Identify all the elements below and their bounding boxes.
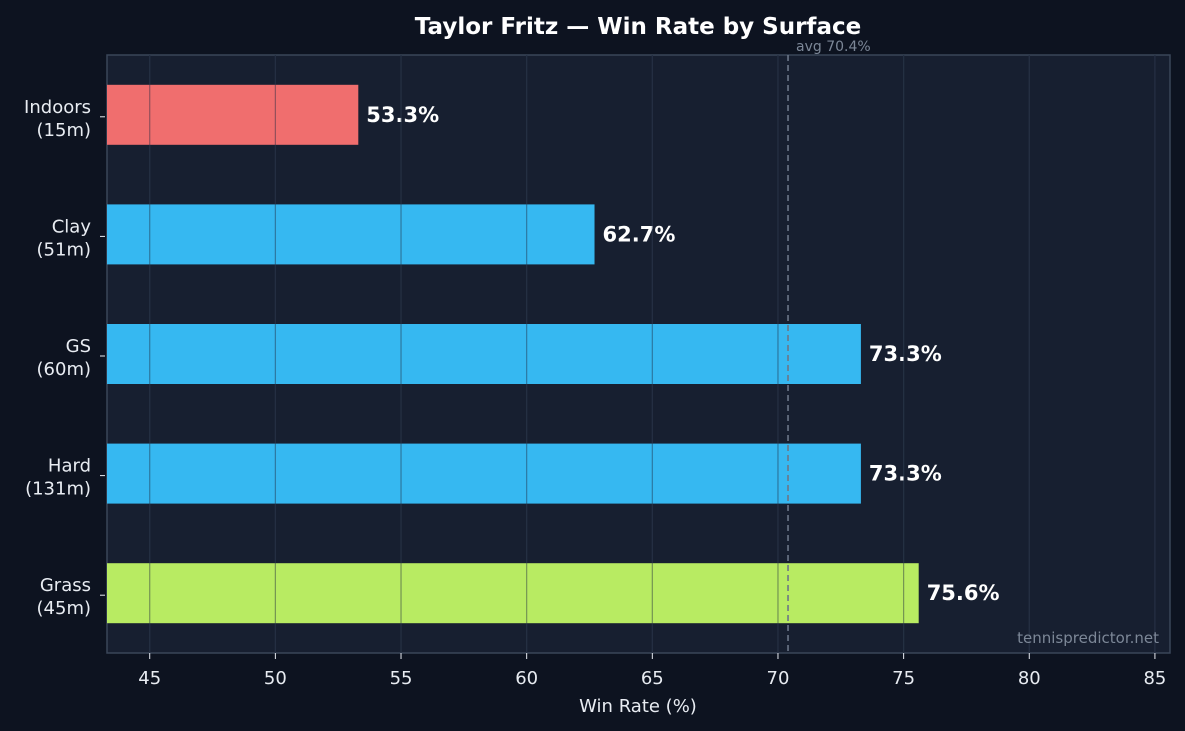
bar-value-label: 73.3% xyxy=(869,342,942,366)
y-tick-label-name: Indoors xyxy=(24,97,91,118)
y-tick-label-count: (131m) xyxy=(25,479,91,500)
bar-value-label: 75.6% xyxy=(927,581,1000,605)
y-axis-ticks: Indoors(15m) Clay(51m) GS(60m) Hard(131m) Gr… xyxy=(24,97,105,619)
bar-value-label: 62.7% xyxy=(603,222,676,246)
y-tick-label-name: Clay xyxy=(52,216,92,237)
x-tick-label: 55 xyxy=(390,668,413,689)
y-tick-label-count: (60m) xyxy=(37,359,91,380)
watermark: tennispredictor.net xyxy=(1017,629,1159,647)
bar-clay xyxy=(107,204,595,265)
bar-gs xyxy=(107,324,861,384)
x-tick-label: 70 xyxy=(767,668,790,689)
bar-grass xyxy=(107,563,919,624)
average-reference: avg 70.4% xyxy=(787,39,871,653)
x-axis-label: Win Rate (%) xyxy=(579,696,697,717)
bar-value-label: 73.3% xyxy=(869,462,942,486)
x-axis-ticks: 45 50 55 60 65 70 75 80 85 xyxy=(138,653,1166,689)
x-tick-label: 60 xyxy=(515,668,538,689)
x-tick-label: 65 xyxy=(641,668,664,689)
bar-hard xyxy=(107,443,861,504)
x-tick-label: 85 xyxy=(1143,668,1166,689)
chart-title: Taylor Fritz — Win Rate by Surface xyxy=(415,14,861,40)
average-label: avg 70.4% xyxy=(796,39,871,55)
x-tick-label: 50 xyxy=(264,668,287,689)
x-tick-label: 75 xyxy=(892,668,915,689)
y-tick-label-count: (51m) xyxy=(37,239,91,260)
bar-value-label: 53.3% xyxy=(366,103,439,127)
y-tick-label-name: GS xyxy=(66,336,91,357)
y-tick-label-count: (45m) xyxy=(37,598,91,619)
bar-indoors xyxy=(107,84,359,145)
y-tick-label-name: Grass xyxy=(40,575,91,596)
bars: 53.3% 62.7% 73.3% 73.3% 75.6% xyxy=(107,55,1156,653)
x-tick-label: 45 xyxy=(138,668,161,689)
y-tick-label-name: Hard xyxy=(48,456,91,477)
y-tick-label-count: (15m) xyxy=(37,120,91,141)
x-tick-label: 80 xyxy=(1018,668,1041,689)
